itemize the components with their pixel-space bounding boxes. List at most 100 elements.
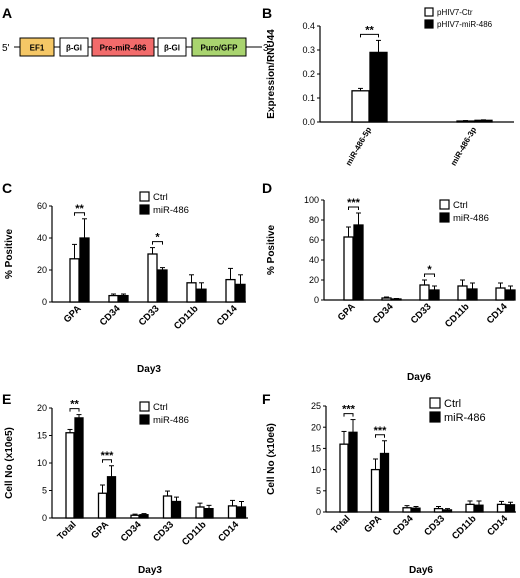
y-tick-label: 5 [316, 486, 321, 496]
panel-letter-e: E [2, 391, 11, 407]
y-tick-label: 0.3 [302, 45, 315, 55]
bar-treatment [236, 506, 247, 519]
legend-label: miR-486 [453, 213, 489, 224]
bar-control [339, 443, 349, 513]
bar-control [130, 514, 140, 519]
y-axis-label: Cell No (x10e5) [4, 427, 15, 499]
panel-letter-a: A [2, 5, 12, 21]
legend-label: Ctrl [453, 200, 468, 211]
x-tick-label: GPA [362, 513, 384, 535]
bar-treatment [353, 224, 364, 301]
significance-bracket [102, 459, 112, 463]
legend-label: Ctrl [153, 192, 168, 203]
y-tick-label: 15 [311, 444, 321, 454]
bar-treatment [204, 507, 214, 519]
y-tick-label: 25 [311, 401, 321, 411]
construct-box [59, 37, 89, 57]
construct-box-label: Puro/GFP [201, 44, 239, 53]
x-tick-label: CD14 [485, 301, 510, 326]
x-axis-label: Day3 [137, 364, 161, 375]
y-tick-label: 0 [316, 507, 321, 517]
bar-control [108, 294, 119, 303]
x-tick-label: CD11b [172, 303, 201, 332]
bar-control [97, 492, 108, 519]
bar-treatment [474, 119, 493, 123]
construct-box-label: EF1 [30, 44, 45, 53]
significance-marker: ** [365, 24, 374, 36]
y-tick-label: 20 [309, 275, 319, 285]
legend-swatch [139, 191, 150, 202]
y-tick-label: 5 [42, 486, 47, 496]
y-axis-label: % Positive [4, 229, 15, 279]
significance-bracket [69, 408, 80, 412]
bar-control [195, 506, 205, 519]
construct-box [91, 37, 155, 57]
bar-treatment [79, 237, 90, 303]
bar-treatment [429, 289, 440, 301]
bar-treatment [139, 514, 149, 519]
bar-treatment [467, 288, 478, 301]
bar-control [381, 297, 392, 301]
bar-treatment [348, 431, 358, 513]
bar-treatment [505, 504, 516, 513]
y-tick-label: 0.2 [302, 69, 315, 79]
x-tick-label: CD34 [391, 513, 416, 538]
x-tick-label: CD11b [443, 301, 472, 330]
x-tick-label: miR-486-3p [449, 125, 478, 167]
bar-control [351, 90, 370, 123]
y-tick-label: 40 [37, 233, 47, 243]
significance-bracket [424, 273, 435, 277]
x-tick-label: miR-486-5p [344, 125, 373, 167]
x-tick-label: CD11b [450, 513, 479, 542]
bar-control [65, 432, 75, 519]
bar-control [465, 503, 475, 513]
y-tick-label: 0.0 [302, 117, 315, 127]
significance-bracket [375, 434, 385, 438]
construct-box-label: β-Gl [164, 44, 180, 53]
legend-label: miR-486 [153, 415, 189, 426]
construct-box [19, 37, 55, 57]
bar-treatment [369, 51, 388, 123]
y-tick-label: 60 [309, 235, 319, 245]
bar-control [457, 285, 468, 301]
construct-box-label: β-Gl [66, 44, 82, 53]
construct-box-label: Pre-miR-486 [100, 44, 147, 53]
y-tick-label: 20 [311, 422, 321, 432]
y-tick-label: 0.1 [302, 93, 315, 103]
construct-diagram: 5' 3' EF1 β-Gl Pre-miR-486 β-Gl Puro/GFP [2, 37, 271, 57]
legend-swatch [139, 401, 150, 412]
panel-letter-b: B [262, 5, 272, 21]
chart-panel-f: 0 5 10 15 20 25 Cell No (x10e6) Total GPA CD34 CD3… [266, 397, 516, 576]
significance-marker: *** [347, 197, 361, 209]
significance-marker: * [427, 264, 432, 276]
bar-treatment [106, 476, 117, 519]
legend-label: pHIV7-miR-486 [437, 20, 493, 29]
y-tick-label: 40 [309, 255, 319, 265]
significance-bracket [74, 212, 85, 216]
bar-treatment [171, 500, 182, 519]
x-axis-label: Day6 [407, 372, 431, 383]
bar-treatment [474, 504, 484, 513]
x-axis-label: Day6 [409, 565, 433, 576]
legend-label: miR-486 [444, 412, 486, 424]
bar-treatment [442, 509, 453, 513]
bar-treatment [411, 507, 421, 513]
x-tick-label: GPA [62, 303, 84, 325]
x-tick-label: CD34 [119, 519, 144, 544]
significance-marker: ** [75, 203, 84, 215]
x-tick-label: GPA [336, 301, 358, 323]
y-tick-label: 0 [314, 295, 319, 305]
five-prime-label: 5' [2, 43, 10, 54]
y-axis-label: Cell No (x10e6) [266, 423, 277, 495]
x-tick-label: CD14 [485, 513, 510, 538]
legend-swatch [424, 19, 434, 29]
legend-swatch [429, 411, 441, 423]
legend-label: Ctrl [153, 402, 168, 413]
legend-swatch [139, 414, 150, 425]
y-tick-label: 60 [37, 201, 47, 211]
bar-control [227, 505, 238, 519]
significance-marker: ** [70, 399, 79, 411]
significance-marker: *** [101, 450, 115, 462]
